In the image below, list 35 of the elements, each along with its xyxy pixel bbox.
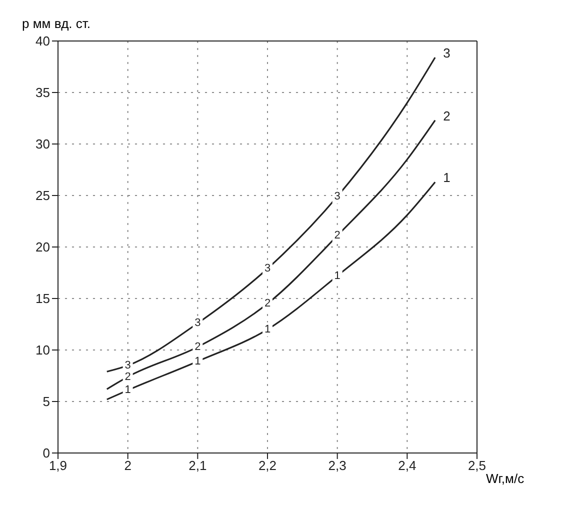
y-axis-title: p мм вд. ст. [22, 16, 91, 31]
text: 2 [264, 298, 271, 310]
text: 1 [264, 323, 271, 336]
text: 2 [334, 230, 340, 242]
y-tick-label: 25 [36, 188, 50, 204]
x-tick-label: 2 [124, 458, 132, 474]
line-series [106, 181, 436, 400]
x-tick-label: 2,2 [258, 458, 277, 474]
series-label: 3 [124, 359, 131, 372]
text: 3 [443, 45, 450, 60]
series-label: 1 [194, 355, 201, 368]
y-tick-label: 10 [36, 342, 50, 358]
x-axis-title: Wг,м/с [486, 471, 524, 486]
text: 1 [334, 270, 340, 282]
y-tick-label: 30 [36, 136, 50, 152]
line-series [106, 56, 436, 372]
y-tick-label: 0 [42, 446, 50, 461]
y-tick-label: 35 [36, 85, 50, 100]
x-tick-label: 2,5 [468, 458, 486, 474]
text: 3 [194, 317, 201, 330]
text: 2 [124, 370, 131, 383]
x-tick-label: 2,4 [398, 458, 416, 474]
x-tick-label: 1,9 [48, 458, 68, 474]
text: 3 [334, 190, 340, 203]
text: 1 [124, 384, 131, 396]
x-tick-label: 2,1 [188, 458, 207, 474]
series-label: 2 [194, 340, 201, 353]
y-tick-label: 15 [36, 291, 50, 306]
y-tick-label: 40 [36, 34, 50, 49]
y-tick-label: 20 [36, 240, 50, 255]
y-tick-label: 5 [42, 394, 50, 410]
x-tick-label: 2,3 [328, 458, 346, 474]
text: 3 [264, 262, 271, 275]
text: 2 [443, 108, 450, 124]
text: 1 [443, 170, 450, 186]
